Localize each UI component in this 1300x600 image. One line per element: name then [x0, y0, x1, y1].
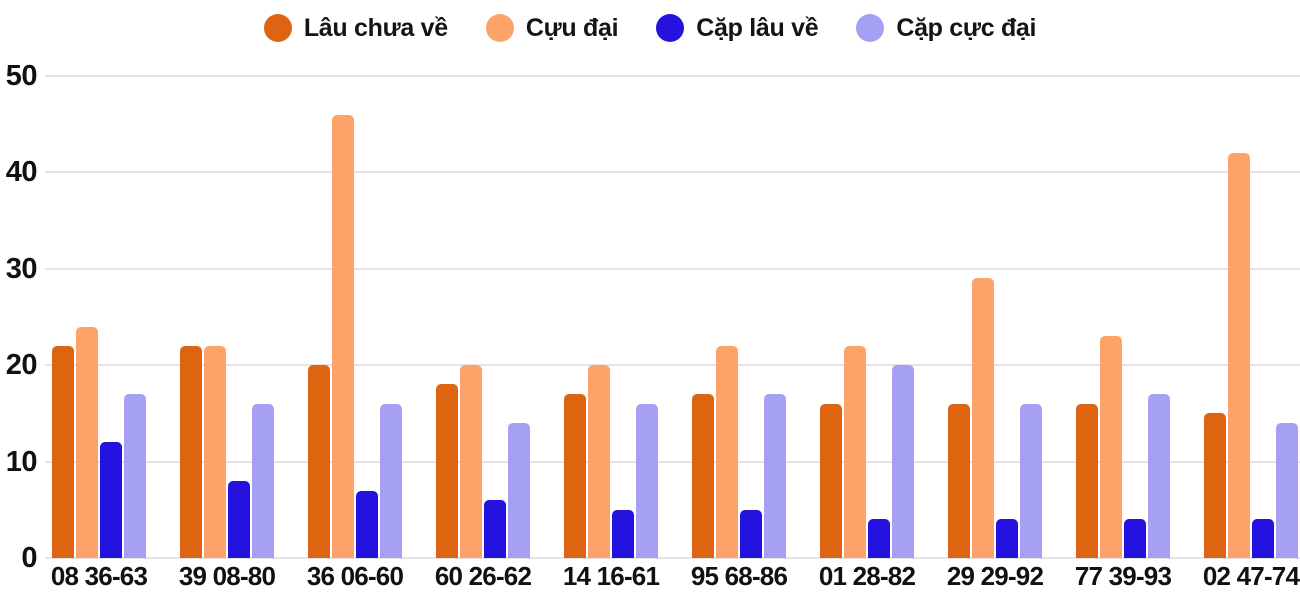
- legend-item-2: Cặp lâu về: [656, 13, 819, 43]
- bar-lâu-chưa-về-8: [1076, 404, 1098, 558]
- legend-item-1: Cựu đại: [485, 13, 619, 43]
- y-axis-tick-label: 40: [5, 156, 38, 189]
- bar-cặp-cực-đại-4: [636, 404, 658, 558]
- plot-area: [45, 75, 1300, 559]
- bar-cặp-cực-đại-1: [252, 404, 274, 558]
- bar-lâu-chưa-về-9: [1204, 413, 1226, 558]
- bar-lâu-chưa-về-3: [436, 384, 458, 558]
- bar-cặp-lâu-về-5: [740, 510, 762, 558]
- bar-lâu-chưa-về-2: [308, 365, 330, 558]
- gridline: [45, 75, 1300, 77]
- bar-cựu-đại-3: [460, 365, 482, 558]
- bar-cặp-cực-đại-8: [1148, 394, 1170, 558]
- x-axis-category-label: 36 06-60: [306, 561, 404, 591]
- y-axis-tick-label: 30: [5, 252, 38, 285]
- legend-label: Lâu chưa về: [303, 13, 448, 42]
- x-axis-category-label: 39 08-80: [178, 561, 276, 591]
- legend-swatch-icon: [656, 14, 685, 42]
- x-axis-category-label: 02 47-74: [1202, 561, 1300, 591]
- bar-cựu-đại-9: [1228, 153, 1250, 558]
- bar-cựu-đại-5: [716, 346, 738, 558]
- x-axis-category-label: 29 29-92: [946, 561, 1044, 591]
- bar-cựu-đại-6: [844, 346, 866, 558]
- bar-cặp-lâu-về-9: [1252, 519, 1274, 558]
- bar-cựu-đại-7: [972, 278, 994, 558]
- bar-lâu-chưa-về-7: [948, 404, 970, 558]
- bar-cặp-lâu-về-0: [100, 442, 122, 558]
- gridline: [45, 460, 1300, 463]
- bar-cặp-cực-đại-5: [764, 394, 786, 558]
- y-axis-tick-label: 10: [5, 445, 38, 478]
- x-axis-category-label: 60 26-62: [434, 561, 532, 591]
- bar-lâu-chưa-về-5: [692, 394, 714, 558]
- legend-item-0: Lâu chưa về: [263, 13, 448, 43]
- bar-lâu-chưa-về-6: [820, 404, 842, 558]
- gridline: [45, 364, 1300, 367]
- bar-cựu-đại-8: [1100, 336, 1122, 558]
- legend-label: Cặp cực đại: [896, 13, 1037, 42]
- bar-cựu-đại-1: [204, 346, 226, 558]
- bar-cựu-đại-4: [588, 365, 610, 558]
- bar-lâu-chưa-về-0: [52, 346, 74, 558]
- bar-cặp-cực-đại-9: [1276, 423, 1298, 558]
- bar-cặp-lâu-về-2: [356, 491, 378, 558]
- bar-cựu-đại-0: [76, 327, 98, 558]
- bar-cặp-lâu-về-6: [868, 519, 890, 558]
- legend-label: Cặp lâu về: [696, 13, 819, 42]
- gridline: [45, 171, 1300, 174]
- x-axis-category-label: 01 28-82: [818, 561, 916, 591]
- bar-cặp-lâu-về-7: [996, 519, 1018, 558]
- bar-cặp-lâu-về-1: [228, 481, 250, 558]
- gridline: [45, 557, 1300, 559]
- bar-cặp-cực-đại-7: [1020, 404, 1042, 558]
- y-axis-tick-label: 0: [21, 542, 37, 574]
- legend-label: Cựu đại: [525, 13, 619, 42]
- legend-swatch-icon: [263, 14, 292, 42]
- bar-cựu-đại-2: [332, 115, 354, 558]
- gridline: [45, 267, 1300, 270]
- y-axis-tick-label: 20: [5, 349, 38, 382]
- bar-cặp-lâu-về-8: [1124, 519, 1146, 558]
- y-axis-tick-label: 50: [5, 60, 38, 92]
- bar-cặp-lâu-về-3: [484, 500, 506, 558]
- bar-lâu-chưa-về-4: [564, 394, 586, 558]
- bar-cặp-cực-đại-6: [892, 365, 914, 558]
- legend-item-3: Cặp cực đại: [856, 14, 1036, 43]
- bar-cặp-cực-đại-2: [380, 404, 402, 558]
- bar-lâu-chưa-về-1: [180, 346, 202, 558]
- legend-swatch-icon: [485, 14, 514, 42]
- legend-swatch-icon: [856, 14, 885, 42]
- x-axis-category-label: 77 39-93: [1074, 561, 1172, 591]
- bar-cặp-cực-đại-0: [124, 394, 146, 558]
- bar-cặp-cực-đại-3: [508, 423, 530, 558]
- x-axis-category-label: 14 16-61: [562, 561, 660, 591]
- bar-cặp-lâu-về-4: [612, 510, 634, 558]
- chart-legend: Lâu chưa về Cựu đại Cặp lâu về Cặp cực đại: [0, 6, 1300, 50]
- x-axis-category-label: 08 36-63: [50, 561, 148, 591]
- x-axis-category-label: 95 68-86: [690, 561, 788, 591]
